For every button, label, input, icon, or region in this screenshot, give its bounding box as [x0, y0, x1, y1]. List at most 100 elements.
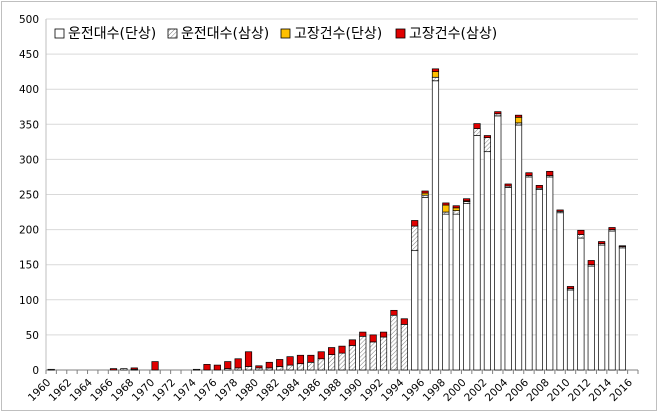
x-tick-label: 2000 [441, 377, 468, 404]
legend: 운전대수(단상) 운전대수(삼상) 고장건수(단상) 고장건수(삼상) [54, 26, 497, 42]
x-tick-label: 2008 [524, 377, 551, 404]
x-tick-label: 1972 [151, 377, 178, 404]
bar-segment-failures-triple [608, 227, 616, 230]
y-tick-label: 50 [26, 330, 39, 342]
bar-segment-failures-triple [224, 361, 232, 369]
x-tick-label: 2016 [608, 376, 636, 404]
bar-segment-triple-units [483, 137, 491, 153]
bar-segment-triple-units [473, 128, 481, 136]
bar-segment-single-units [598, 244, 606, 371]
x-tick-label: 2002 [462, 377, 489, 404]
bar-segment-triple-units [577, 234, 585, 239]
bar-segment-triple-units [390, 314, 398, 371]
bar-segment-single-units [421, 196, 429, 371]
bar-segment-failures-triple [421, 190, 429, 194]
bar-segment-triple-units [244, 366, 253, 371]
x-tick-label: 1962 [47, 377, 74, 404]
bar-segment-failures-triple [556, 209, 564, 212]
bar-segment-failures-triple [411, 220, 419, 227]
y-tick-label: 350 [19, 119, 39, 131]
y-tick-label: 200 [19, 225, 39, 237]
bar-segment-single-units [431, 80, 440, 371]
bar-segment-failures-triple [390, 309, 398, 316]
bar-segment-triple-units [411, 225, 419, 252]
bar-segment-failures-single [452, 207, 460, 211]
bar-segment-triple-units [47, 368, 55, 371]
bar-segment-failures-triple [130, 367, 138, 370]
x-tick-label: 1978 [213, 377, 240, 404]
bar-segment-single-units [494, 115, 502, 371]
y-tick-label: 0 [32, 365, 39, 377]
bar-segment-failures-triple [400, 318, 408, 325]
y-tick-label: 150 [19, 260, 39, 272]
bar-segment-failures-triple [276, 359, 284, 367]
bar-segment-single-units [566, 289, 575, 371]
bar-segment-failures-triple [442, 202, 450, 206]
bar-segment-failures-triple [473, 123, 481, 129]
bar-segment-triple-units [379, 336, 388, 371]
x-tick-label: 2010 [545, 377, 572, 404]
bar-segment-failures-triple [286, 356, 294, 366]
bar-segment-failures-triple [328, 347, 336, 355]
x-tick-label: 1992 [358, 377, 385, 404]
bar-segment-single-units [483, 151, 491, 371]
bar-segment-failures-triple [463, 198, 471, 202]
bar-segment-single-units [525, 176, 533, 371]
x-tick-label: 1994 [379, 376, 407, 404]
bar-segment-failures-triple [577, 229, 585, 235]
bar-segment-single-units [514, 124, 523, 371]
x-tick-label: 1984 [275, 376, 303, 404]
legend-swatch [395, 28, 406, 39]
bar-segment-triple-units [296, 363, 305, 371]
bar-segment-single-units [463, 203, 471, 371]
bar-segment-single-units [535, 189, 543, 371]
bar-segment-failures-triple [369, 334, 377, 343]
bar-segment-failures-triple [317, 351, 325, 360]
x-tick-label: 1976 [192, 376, 220, 404]
bar-segment-failures-triple [307, 354, 315, 363]
bar-segment-triple-units [120, 368, 128, 371]
bar-segment-failures-triple [525, 172, 533, 176]
bar-segment-failures-triple [618, 245, 626, 247]
bar-segment-triple-units [369, 341, 377, 371]
x-tick-label: 2004 [483, 376, 511, 404]
bar-segment-failures-triple [151, 361, 159, 371]
legend-label: 고장건수(단상) [294, 26, 382, 42]
bar-segment-single-units [577, 237, 585, 371]
bar-segment-failures-triple [494, 111, 502, 115]
bar-segment-failures-triple [483, 135, 491, 138]
bar-segment-failures-single [442, 204, 450, 213]
x-tick-label: 1990 [338, 377, 365, 404]
bar-segment-failures-triple [338, 345, 346, 354]
bar-segment-triple-units [328, 354, 336, 371]
bar-segment-single-units [452, 213, 460, 371]
y-tick-label: 300 [19, 154, 39, 166]
x-tick-label: 1998 [421, 377, 448, 404]
x-tick-label: 1974 [171, 376, 199, 404]
bar-segment-triple-units [400, 324, 408, 371]
bar-segment-triple-units [317, 358, 325, 371]
x-tick-label: 2014 [587, 376, 615, 404]
y-tick-label: 250 [19, 190, 39, 202]
bar-segment-triple-units [348, 345, 356, 371]
bar-segment-failures-triple [255, 365, 263, 369]
x-tick-label: 1966 [88, 376, 116, 404]
y-tick-label: 450 [19, 49, 39, 61]
bar-segment-failures-triple [359, 331, 367, 337]
bar-segment-single-units [504, 187, 512, 371]
x-tick-label: 2006 [504, 376, 532, 404]
bar-segment-failures-triple [203, 364, 211, 371]
legend-label: 운전대수(삼상) [181, 26, 269, 42]
bar-segment-single-units [608, 230, 616, 371]
x-tick-label: 1968 [109, 377, 136, 404]
bar-segment-failures-triple [566, 286, 575, 289]
x-tick-label: 1986 [296, 376, 324, 404]
legend-label: 고장건수(삼상) [409, 26, 497, 42]
x-axis: 1960196219641966196819701972197419761978… [26, 369, 639, 404]
bar-segment-failures-triple [452, 205, 460, 209]
bar-segment-single-units [587, 265, 595, 371]
x-tick-label: 1980 [234, 377, 261, 404]
x-tick-label: 1960 [26, 377, 53, 404]
x-tick-label: 1964 [67, 376, 95, 404]
bar-segment-failures-triple [265, 361, 273, 369]
